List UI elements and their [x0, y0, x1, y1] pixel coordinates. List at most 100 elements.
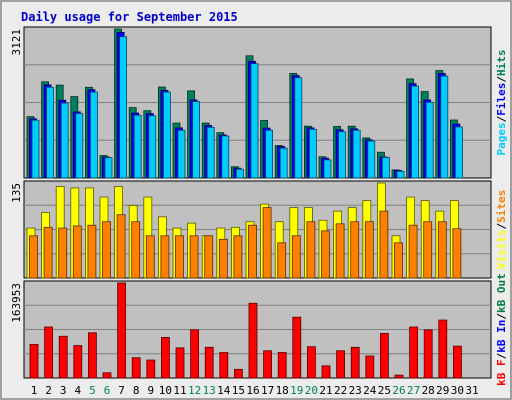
legend-kbytes: kB F/kB In/kB Out	[495, 273, 508, 386]
bar-kbf-day-7	[117, 282, 126, 379]
bar-pages-day-27	[411, 85, 420, 179]
bar-sites-day-15	[233, 235, 243, 279]
bar-sites-day-1	[29, 235, 38, 279]
x-tick-label-2: 2	[45, 384, 52, 397]
bar-kbf-day-26	[394, 374, 404, 379]
x-tick-label-19: 19	[290, 384, 303, 397]
bar-kbf-day-4	[73, 345, 83, 379]
x-tick-label-3: 3	[60, 384, 67, 397]
bar-kbf-day-21	[321, 365, 331, 379]
legend-part-hits: Hits	[495, 50, 508, 77]
bar-pages-day-5	[90, 91, 98, 179]
bar-sites-day-30	[452, 228, 462, 279]
x-tick-label-18: 18	[276, 384, 289, 397]
legend-visits-sites: Visits/Sites	[495, 190, 508, 270]
bar-kbf-day-1	[29, 343, 39, 379]
legend-part-visits: Visits	[495, 230, 508, 270]
bar-pages-day-23	[352, 129, 361, 179]
bar-sites-day-27	[408, 224, 418, 279]
x-tick-label-28: 28	[422, 384, 435, 397]
x-tick-label-31: 31	[465, 384, 478, 397]
bar-sites-day-21	[321, 230, 330, 279]
bar-pages-day-16	[250, 63, 259, 179]
legend-part-pages: Pages	[495, 122, 508, 155]
legend-part-3: /	[495, 76, 508, 83]
bar-kbf-day-24	[365, 355, 375, 379]
bar-sites-day-7	[116, 214, 126, 279]
x-tick-label-7: 7	[118, 384, 125, 397]
x-tick-label-25: 25	[378, 384, 391, 397]
x-tick-label-11: 11	[173, 384, 186, 397]
bar-kbf-day-30	[452, 345, 462, 379]
y-max-label-visits-sites: 135	[10, 183, 23, 203]
legend-part-files: Files	[495, 83, 508, 116]
bar-pages-day-14	[221, 135, 230, 179]
bar-kbf-day-27	[409, 326, 419, 379]
x-tick-label-21: 21	[319, 384, 332, 397]
y-max-label-kbytes: 163953	[10, 283, 23, 323]
bar-kbf-day-19	[292, 316, 302, 379]
bar-sites-day-14	[218, 238, 228, 279]
bar-sites-day-11	[175, 235, 184, 279]
bar-kbf-day-29	[438, 319, 448, 379]
bar-pages-day-3	[60, 102, 69, 179]
bar-kbf-day-18	[277, 352, 287, 379]
x-tick-label-23: 23	[349, 384, 362, 397]
bar-sites-day-23	[350, 221, 360, 279]
bar-sites-day-19	[291, 235, 301, 279]
bar-kbf-day-14	[219, 352, 229, 379]
bar-pages-day-1	[31, 119, 40, 179]
bar-kbf-day-9	[146, 359, 156, 379]
bar-kbf-day-28	[423, 329, 433, 379]
x-tick-label-6: 6	[104, 384, 111, 397]
legend-part-3: /	[495, 313, 508, 320]
bar-pages-day-28	[425, 101, 434, 179]
bar-sites-day-3	[58, 227, 68, 279]
x-tick-label-29: 29	[436, 384, 449, 397]
x-tick-label-4: 4	[74, 384, 81, 397]
legend-part-kbf: kB F	[495, 359, 508, 386]
bar-pages-day-4	[75, 113, 84, 179]
bar-sites-day-28	[423, 221, 433, 279]
bar-sites-day-18	[277, 242, 287, 279]
bar-pages-day-9	[148, 115, 157, 179]
bar-pages-day-24	[367, 140, 376, 179]
bar-pages-day-21	[323, 159, 332, 179]
bar-pages-day-2	[46, 86, 54, 179]
x-tick-label-26: 26	[392, 384, 405, 397]
bar-kbf-day-6	[102, 372, 112, 379]
bar-pages-day-25	[381, 157, 390, 179]
x-tick-label-15: 15	[232, 384, 245, 397]
x-tick-label-13: 13	[203, 384, 216, 397]
bar-kbf-day-12	[190, 329, 200, 379]
bar-sites-day-25	[379, 210, 389, 279]
bar-sites-day-22	[335, 223, 345, 279]
bar-pages-day-7	[119, 36, 127, 179]
x-tick-label-9: 9	[147, 384, 154, 397]
legend-part-1: /	[495, 115, 508, 122]
legend-part-1: /	[495, 223, 508, 230]
bar-sites-day-16	[248, 224, 257, 279]
x-tick-label-10: 10	[159, 384, 172, 397]
bar-sites-day-29	[437, 221, 447, 279]
bar-kbf-day-10	[160, 337, 170, 379]
x-tick-label-16: 16	[246, 384, 259, 397]
bar-sites-day-13	[204, 235, 214, 279]
bar-sites-day-12	[189, 235, 199, 279]
x-tick-label-20: 20	[305, 384, 318, 397]
bar-kbf-day-3	[58, 335, 68, 379]
bar-pages-day-13	[206, 126, 215, 179]
bar-kbf-day-8	[131, 357, 141, 379]
bar-kbf-day-11	[175, 347, 185, 379]
bar-sites-day-17	[262, 207, 272, 279]
legend-part-kbin: kB In	[495, 320, 508, 353]
bar-kbf-day-2	[44, 326, 53, 379]
bar-sites-day-8	[131, 221, 141, 279]
bar-kbf-day-5	[88, 332, 97, 379]
bar-pages-day-19	[294, 77, 303, 179]
legend-part-kbout: kB Out	[495, 273, 508, 313]
x-tick-label-1: 1	[31, 384, 38, 397]
x-tick-label-12: 12	[188, 384, 201, 397]
